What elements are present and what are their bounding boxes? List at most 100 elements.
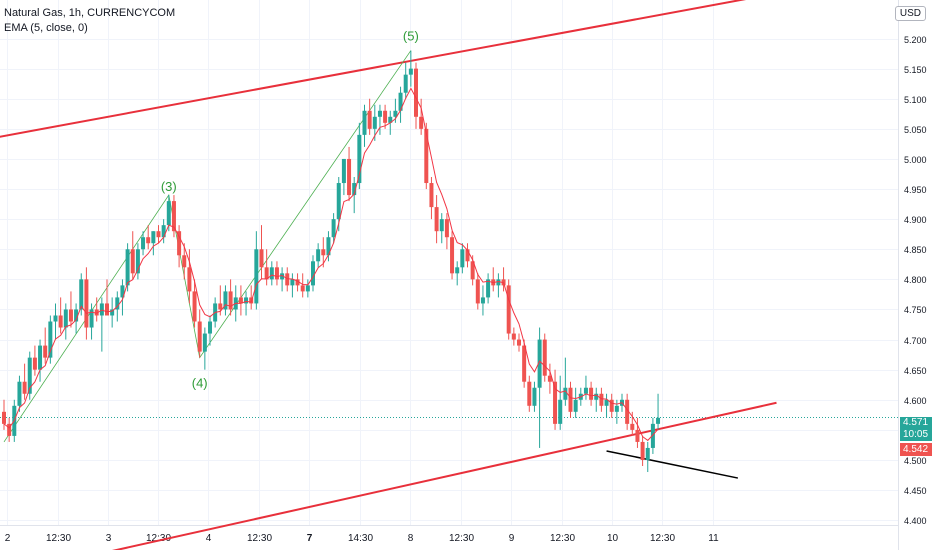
candle-body (362, 110, 367, 135)
candle-body (522, 345, 527, 382)
x-tick-label: 8 (408, 533, 414, 544)
candle (32, 345, 37, 376)
candle (547, 363, 552, 394)
candle (285, 267, 290, 292)
candle (403, 62, 408, 99)
candle-body (32, 357, 37, 370)
candle (99, 297, 104, 352)
candle-body (573, 399, 578, 412)
candle (635, 417, 640, 448)
candle (341, 158, 346, 196)
candle (79, 273, 84, 316)
candle-body (450, 237, 455, 274)
x-axis-ticks: 2 12:30 3 12:30 4 12:30 7 14:30 8 12:30 9 12:30 10 12… (5, 533, 719, 544)
candle (414, 62, 418, 129)
candle (295, 273, 300, 292)
candle-body (625, 399, 630, 424)
candle (475, 273, 480, 310)
candle-body (563, 387, 568, 400)
y-tick-label: 4.750 (904, 305, 927, 315)
candle-body (645, 447, 650, 460)
candle (187, 249, 192, 304)
candle-body (321, 249, 326, 256)
x-tick-label: 14:30 (348, 533, 373, 544)
candle (22, 363, 27, 400)
candle-body (599, 393, 604, 406)
y-tick-label: 4.850 (904, 245, 927, 255)
candle-body (470, 261, 475, 280)
wave-labels: (3) (4) (5) (161, 29, 419, 391)
candle (254, 231, 259, 310)
candle-body (630, 423, 635, 430)
candle-body (475, 279, 480, 304)
candle (429, 177, 434, 220)
x-tick-label: 11 (708, 533, 719, 544)
candle-body (295, 279, 300, 286)
candle-body (244, 297, 249, 304)
candle-body (125, 249, 130, 286)
channel-lower-line[interactable] (0, 401, 777, 550)
candles (2, 50, 661, 473)
divergence-line[interactable] (606, 450, 739, 479)
channel-upper-line[interactable] (0, 0, 776, 138)
candle (63, 303, 68, 340)
candle-body (341, 158, 346, 184)
x-tick-label: 12:30 (650, 533, 675, 544)
candle (650, 417, 655, 454)
candle (563, 357, 568, 406)
candle-body (2, 411, 6, 424)
currency-button[interactable]: USD (894, 6, 926, 21)
candle-body (326, 237, 331, 256)
candle (89, 303, 94, 340)
candle-body (141, 237, 146, 250)
candle (146, 225, 151, 250)
candle-body (74, 309, 79, 322)
candle (244, 291, 249, 316)
candle-body (532, 387, 537, 406)
channel-lines[interactable] (0, 0, 777, 550)
candle-body (187, 267, 192, 292)
candle-body (439, 219, 444, 232)
candle-body (511, 333, 516, 340)
candle (527, 375, 532, 412)
candle-body (290, 279, 295, 286)
candle (321, 237, 326, 268)
y-axis-ticks: 5.200 5.150 5.100 5.050 5.000 4.950 4.900 4.850… (904, 35, 927, 526)
candle-body (604, 399, 609, 406)
wave-label: (3) (161, 179, 177, 194)
y-tick-label: 4.700 (904, 336, 927, 346)
candle (135, 243, 140, 280)
candle-body (424, 128, 429, 184)
candle (84, 267, 89, 340)
candle (68, 291, 73, 328)
candle (455, 261, 460, 286)
candle (465, 243, 470, 268)
candle (542, 333, 547, 382)
candle (640, 435, 645, 467)
candle (208, 315, 212, 346)
candle-body (305, 285, 310, 292)
candle (383, 104, 388, 129)
candle-body (197, 321, 202, 352)
candle (105, 279, 109, 316)
candle (589, 381, 594, 406)
candle (625, 393, 630, 430)
chart-legend: Natural Gas, 1h, CURRENCYCOM EMA (5, clo… (4, 6, 175, 36)
candle-body (542, 339, 547, 376)
candle-body (7, 423, 12, 436)
candle-body (135, 249, 140, 274)
candle-body (79, 279, 84, 310)
candle (192, 279, 197, 328)
candle-body (388, 116, 393, 123)
candle-body (367, 110, 372, 129)
bar-countdown: 10:05 (903, 429, 929, 440)
x-tick-label: 7 (307, 533, 313, 544)
candle (444, 213, 449, 250)
candle (110, 297, 115, 328)
axes (0, 0, 899, 550)
candle-body (583, 387, 588, 394)
x-tick-label: 4 (206, 533, 212, 544)
symbol-title: Natural Gas, 1h, CURRENCYCOM (4, 7, 176, 19)
candle (305, 279, 310, 298)
